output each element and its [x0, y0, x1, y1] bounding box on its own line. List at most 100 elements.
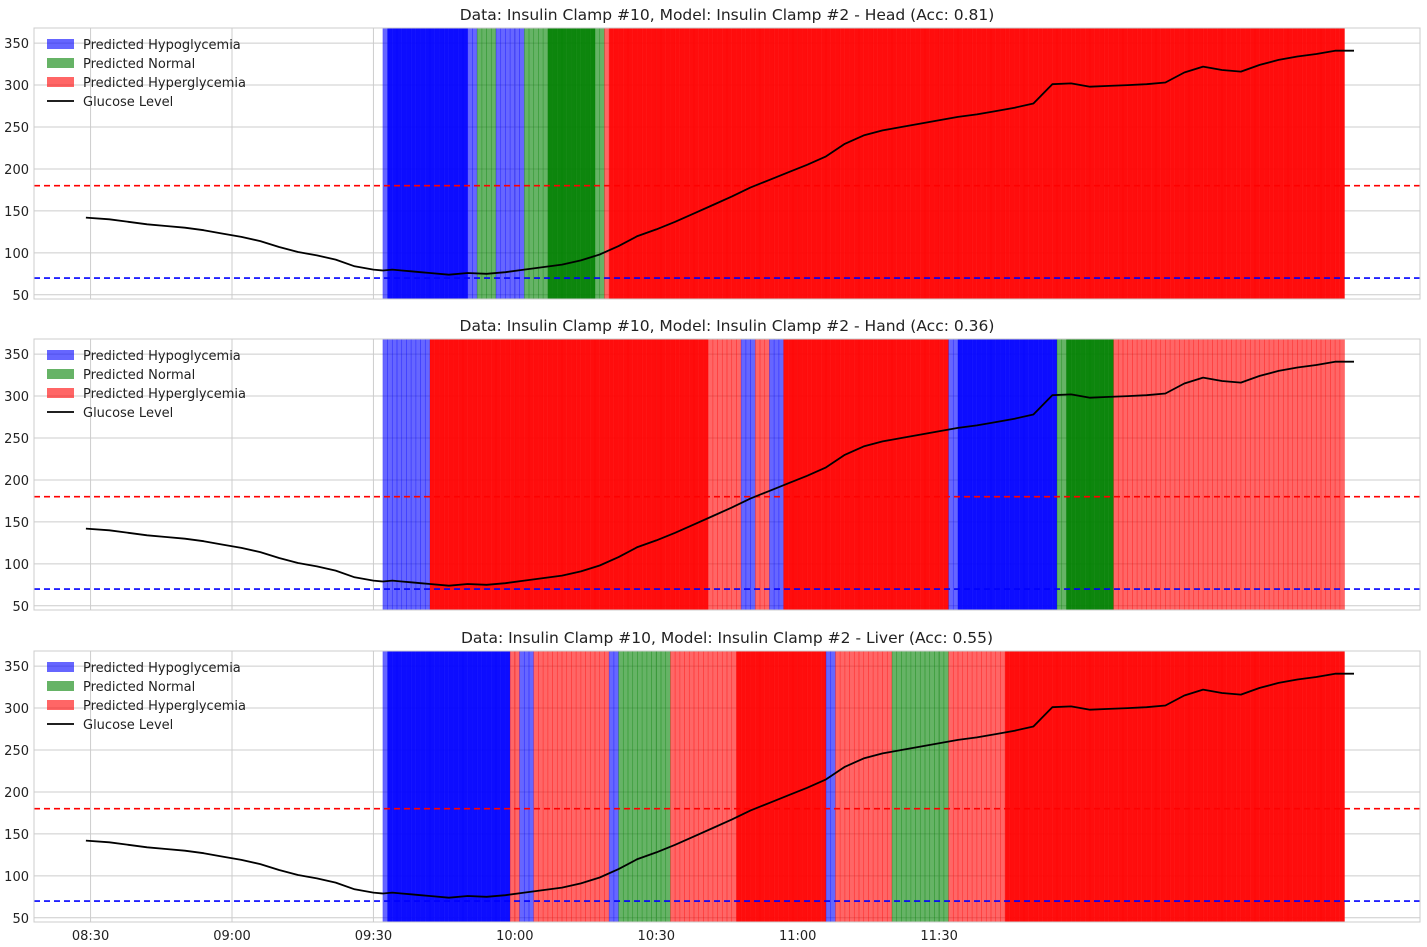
prediction-bar-hyper — [811, 338, 817, 611]
prediction-bar-hyper — [622, 27, 629, 300]
prediction-bar-hyper — [679, 650, 685, 923]
prediction-bar-hyper — [1042, 650, 1048, 923]
prediction-bar-hypo — [410, 338, 417, 611]
prediction-bar-hyper — [1000, 27, 1006, 300]
prediction-bar-hyper — [655, 27, 662, 300]
prediction-bar-hyper — [981, 650, 987, 923]
prediction-bar-normal — [896, 650, 902, 923]
prediction-bar-hyper — [1160, 338, 1166, 611]
prediction-bar-hyper — [797, 650, 803, 923]
prediction-bar-hyper — [849, 27, 855, 300]
prediction-bar-hyper — [759, 338, 766, 611]
prediction-bar-hyper — [1325, 650, 1331, 923]
prediction-bar-hyper — [1033, 27, 1039, 300]
prediction-bar-normal — [924, 650, 931, 923]
prediction-bar-hypo — [981, 338, 987, 611]
prediction-bar-hypo — [424, 27, 431, 300]
prediction-bar-hyper — [717, 650, 723, 923]
prediction-bar-hyper — [641, 338, 648, 611]
prediction-bar-hyper — [929, 27, 935, 300]
prediction-bar-hyper — [589, 650, 596, 923]
prediction-bar-normal — [646, 650, 652, 923]
prediction-bar-hypo — [467, 650, 473, 923]
prediction-bar-normal — [943, 650, 949, 923]
prediction-bar-hypo — [830, 650, 836, 923]
prediction-bar-hyper — [1080, 27, 1086, 300]
prediction-bar-hypo — [476, 650, 483, 923]
prediction-bar-hypo — [406, 27, 412, 300]
prediction-segment-hyper — [604, 27, 610, 300]
prediction-bar-hyper — [1330, 338, 1336, 611]
prediction-bar-hyper — [1278, 650, 1284, 923]
prediction-bar-hyper — [1231, 338, 1237, 611]
prediction-bar-hypo — [490, 650, 497, 923]
prediction-bar-hypo — [971, 338, 978, 611]
prediction-bar-hyper — [467, 338, 473, 611]
prediction-bar-hypo — [401, 650, 407, 923]
panel-title: Data: Insulin Clamp #10, Model: Insulin … — [460, 6, 995, 24]
prediction-bar-normal — [929, 650, 935, 923]
prediction-bar-hyper — [802, 27, 808, 300]
prediction-bar-hyper — [599, 338, 605, 611]
prediction-bar-hyper — [627, 338, 634, 611]
prediction-bar-hyper — [1127, 338, 1133, 611]
prediction-bar-normal — [1094, 338, 1100, 611]
prediction-bar-hyper — [849, 338, 855, 611]
prediction-bar-hypo — [410, 650, 417, 923]
glucose-line — [85, 360, 1354, 587]
prediction-bar-hypo — [481, 650, 487, 923]
prediction-bar-hyper — [1264, 650, 1270, 923]
x-tick-label: 11:00 — [779, 929, 816, 944]
prediction-bar-hyper — [924, 338, 931, 611]
prediction-bar-hyper — [703, 650, 709, 923]
prediction-bar-hyper — [773, 27, 780, 300]
prediction-segment-hypo — [382, 27, 388, 300]
prediction-bar-hyper — [835, 27, 841, 300]
prediction-bar-hypo — [457, 27, 464, 300]
prediction-segment-hypo — [387, 27, 469, 300]
prediction-bar-hyper — [820, 338, 827, 611]
prediction-bar-normal — [594, 27, 601, 300]
glucose-line — [85, 49, 1354, 276]
prediction-bar-hypo — [1047, 338, 1053, 611]
prediction-bar-hyper — [948, 27, 954, 300]
prediction-segment-hyper — [509, 650, 520, 923]
panel-1: 50 100 150 200 250 300 350 Data: Insulin Clamp … — [4, 6, 1421, 304]
prediction-bar-hyper — [868, 650, 874, 923]
x-tick-label: 09:00 — [213, 929, 250, 944]
prediction-bar-hyper — [538, 338, 544, 611]
prediction-segment-normal — [1066, 338, 1114, 611]
prediction-bar-hyper — [1282, 338, 1289, 611]
prediction-bar-hyper — [637, 338, 643, 611]
prediction-bar-hyper — [646, 27, 652, 300]
prediction-bar-hyper — [1028, 27, 1034, 300]
prediction-bar-hyper — [952, 27, 959, 300]
prediction-bar-hyper — [1282, 650, 1289, 923]
prediction-bar-hyper — [1325, 27, 1331, 300]
prediction-bar-hyper — [575, 650, 582, 923]
prediction-segment-hypo — [740, 338, 756, 611]
prediction-bar-hyper — [533, 650, 539, 923]
prediction-bar-hyper — [882, 27, 888, 300]
prediction-bar-hyper — [943, 338, 949, 611]
prediction-bar-hyper — [1174, 338, 1180, 611]
prediction-bar-hypo — [453, 650, 459, 923]
prediction-bar-hyper — [1136, 338, 1143, 611]
legend-label-hypo: Predicted Hypoglycemia — [83, 349, 241, 364]
prediction-bar-hyper — [712, 338, 718, 611]
prediction-bar-hyper — [1278, 27, 1284, 300]
x-tick-label: 11:30 — [920, 929, 957, 944]
prediction-bar-hyper — [1235, 338, 1242, 611]
prediction-segment-hypo — [387, 650, 511, 923]
y-tick-label: 200 — [4, 786, 29, 801]
prediction-bar-hyper — [1297, 27, 1303, 300]
prediction-bar-hyper — [1160, 27, 1166, 300]
prediction-bar-hyper — [1056, 27, 1063, 300]
prediction-bar-hyper — [1014, 27, 1020, 300]
prediction-bar-hyper — [1127, 27, 1133, 300]
prediction-bar-hypo — [740, 338, 747, 611]
prediction-bar-hyper — [915, 27, 921, 300]
prediction-bar-hyper — [637, 27, 643, 300]
legend-swatch-normal — [47, 369, 74, 379]
prediction-bar-hyper — [1259, 650, 1265, 923]
